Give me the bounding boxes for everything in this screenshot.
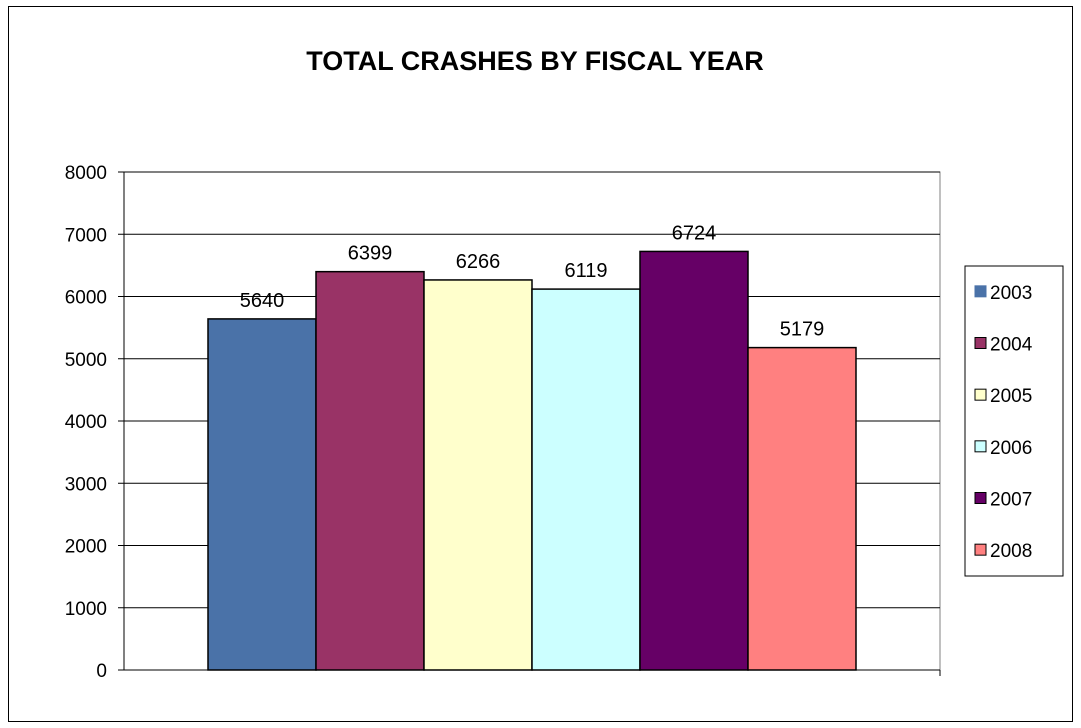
legend-label-2003: 2003	[990, 283, 1032, 304]
data-label-2006: 6119	[564, 260, 607, 282]
y-tick-label: 4000	[65, 412, 107, 433]
bar-2005	[423, 279, 533, 671]
legend-swatch-2008	[974, 543, 987, 556]
data-label-2007: 6724	[672, 222, 717, 244]
y-tick-label: 5000	[65, 350, 107, 371]
legend	[964, 265, 1064, 577]
y-tick-label: 2000	[65, 537, 107, 558]
y-tick-label: 1000	[65, 599, 107, 620]
bar-2004	[315, 270, 425, 671]
y-tick-label: 8000	[65, 163, 107, 184]
legend-swatch-2004	[974, 337, 987, 349]
legend-label-2006: 2006	[990, 438, 1032, 459]
bar-2007	[639, 250, 749, 671]
y-tick-label: 6000	[65, 288, 107, 309]
legend-label-2005: 2005	[990, 386, 1032, 407]
data-label-2003: 5640	[240, 290, 285, 312]
legend-label-2007: 2007	[990, 490, 1032, 511]
y-tick-label: 0	[96, 661, 107, 682]
legend-label-2004: 2004	[990, 335, 1033, 356]
data-label-2008: 5179	[780, 319, 825, 341]
y-tick-label: 7000	[65, 225, 107, 246]
bar-2006	[531, 288, 641, 671]
legend-label-2008: 2008	[990, 541, 1032, 562]
legend-swatch-2003	[974, 285, 987, 298]
data-label-2004: 6399	[348, 243, 393, 265]
legend-swatch-2005	[974, 388, 987, 401]
bar-2008	[747, 346, 857, 671]
data-label-2005: 6266	[456, 251, 501, 273]
legend-swatch-2007	[974, 492, 987, 504]
chart-title: TOTAL CRASHES BY FISCAL YEAR	[306, 46, 764, 76]
bar-2003	[207, 318, 317, 671]
legend-swatch-2006	[974, 440, 987, 453]
y-tick-label: 3000	[65, 474, 107, 495]
